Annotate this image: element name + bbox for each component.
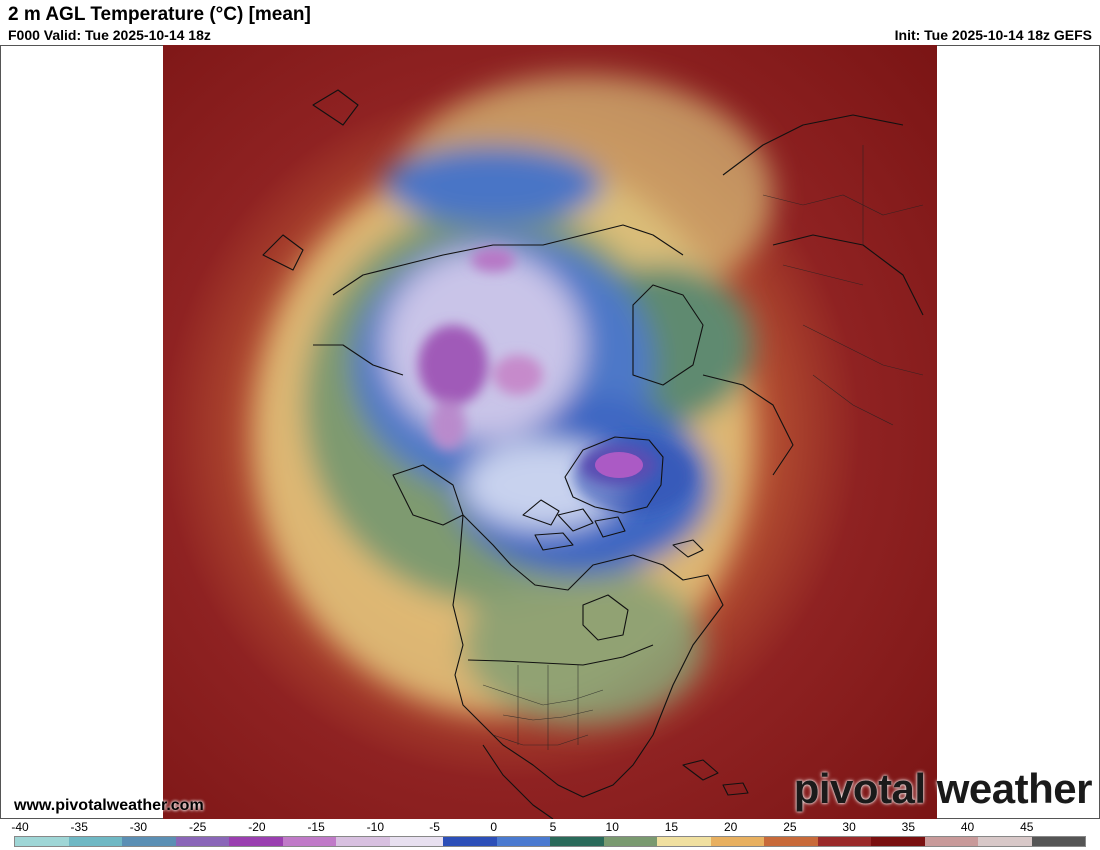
- colorbar-segment: [336, 837, 390, 846]
- map-title: 2 m AGL Temperature (°C) [mean]: [8, 4, 311, 25]
- colorbar-tick-label: 0: [490, 820, 498, 834]
- colorbar-segment: [603, 837, 657, 846]
- colorbar-tick-label: -10: [366, 820, 384, 834]
- temperature-colorbar: [14, 836, 1086, 847]
- colorbar-tick-label: 45: [1020, 820, 1034, 834]
- colorbar-segment: [924, 837, 978, 846]
- colorbar-tick-label: -15: [307, 820, 325, 834]
- temperature-map[interactable]: [163, 45, 937, 819]
- colorbar-segment: [871, 837, 925, 846]
- colorbar-segment: [1031, 837, 1085, 846]
- colorbar-segment: [229, 837, 283, 846]
- temperature-field: [163, 45, 937, 819]
- colorbar-tick-label: -35: [70, 820, 88, 834]
- colorbar-tick-label: -30: [129, 820, 148, 834]
- political-borders: [482, 145, 924, 750]
- colorbar-tick-label: -5: [429, 820, 440, 834]
- colorbar-segment: [710, 837, 764, 846]
- colorbar-tick-label: 30: [842, 820, 856, 834]
- colorbar-segment: [282, 837, 336, 846]
- colorbar-segment: [175, 837, 229, 846]
- brand-logo: pivotal weather: [793, 765, 1093, 812]
- colorbar-tick-label: 15: [664, 820, 679, 834]
- colorbar-segment: [817, 837, 871, 846]
- colorbar-tick-labels: -40 -35 -30 -25 -20 -15 -10 -5 0 5 10 15 20 25 30 35 40 4…: [0, 819, 1100, 835]
- colorbar-tick-label: 10: [605, 820, 619, 834]
- colorbar-tick-label: 40: [960, 820, 975, 834]
- website-url: www.pivotalweather.com: [14, 797, 204, 814]
- colorbar-tick-label: 5: [549, 820, 557, 834]
- colorbar-segment: [764, 837, 818, 846]
- coastlines: [262, 89, 924, 819]
- colorbar-segment: [978, 837, 1032, 846]
- colorbar-tick-label: 25: [783, 820, 797, 834]
- valid-time: F000 Valid: Tue 2025-10-14 18z: [8, 27, 211, 43]
- init-time: Init: Tue 2025-10-14 18z GEFS: [894, 27, 1092, 43]
- colorbar-segment: [550, 837, 604, 846]
- colorbar-tick-label: -20: [248, 820, 266, 834]
- colorbar-tick-label: -25: [188, 820, 207, 834]
- colorbar-segment: [443, 837, 497, 846]
- colorbar-segment: [657, 837, 711, 846]
- colorbar-segment: [389, 837, 443, 846]
- colorbar-tick-label: 20: [723, 820, 738, 834]
- colorbar-tick-label: -40: [11, 820, 29, 834]
- colorbar-segment: [15, 837, 69, 846]
- colorbar-segment: [496, 837, 550, 846]
- colorbar-segment: [122, 837, 176, 846]
- colorbar-tick-label: 35: [901, 820, 916, 834]
- colorbar-segment: [68, 837, 122, 846]
